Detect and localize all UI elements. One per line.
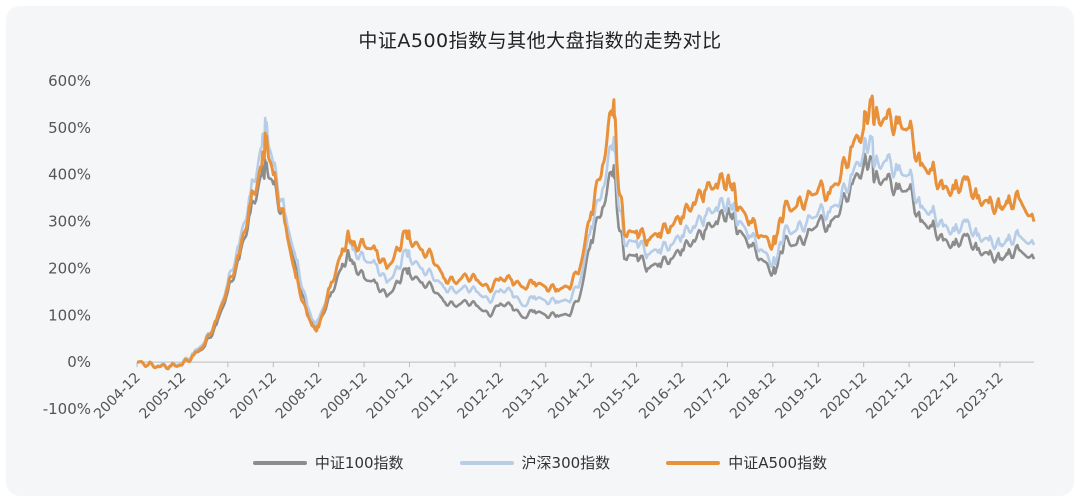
- x-tick-label: 2009-12: [318, 370, 371, 423]
- x-tick-label: 2023-12: [954, 370, 1007, 423]
- legend-item-csia500: 中证A500指数: [666, 452, 827, 473]
- x-tick-label: 2020-12: [818, 370, 871, 423]
- legend-label-csi100: 中证100指数: [314, 454, 404, 472]
- x-tick-label: 2017-12: [682, 370, 735, 423]
- x-tick-label: 2018-12: [727, 370, 780, 423]
- series-line-csia500: [136, 94, 1036, 371]
- y-tick-label: -100%: [43, 400, 91, 418]
- x-tick-label: 2015-12: [591, 370, 644, 423]
- series-line-csi300: [137, 116, 1036, 370]
- x-tick-label: 2004-12: [91, 370, 144, 423]
- legend-item-csi300: 沪深300指数: [459, 452, 611, 473]
- x-tick-label: 2014-12: [545, 370, 598, 423]
- y-tick-label: 300%: [48, 213, 91, 231]
- x-tick-label: 2016-12: [636, 370, 689, 423]
- y-tick-label: 400%: [48, 166, 91, 184]
- x-tick-label: 2013-12: [500, 370, 553, 423]
- x-tick-label: 2008-12: [273, 370, 326, 423]
- y-tick-label: 0%: [67, 353, 91, 371]
- legend-swatch-csia500: [666, 460, 721, 465]
- x-tick-label: 2011-12: [409, 370, 462, 423]
- legend-item-csi100: 中证100指数: [252, 452, 404, 473]
- x-tick-label: 2022-12: [909, 370, 962, 423]
- x-tick-label: 2006-12: [182, 370, 235, 423]
- legend-label-csia500: 中证A500指数: [728, 454, 828, 472]
- chart-panel: [6, 6, 1074, 496]
- y-tick-label: 200%: [48, 259, 91, 277]
- chart-legend: 中证100指数 沪深300指数 中证A500指数: [0, 452, 1080, 473]
- x-tick-label: 2005-12: [137, 370, 190, 423]
- x-tick-label: 2007-12: [227, 370, 280, 423]
- chart-title: 中证A500指数与其他大盘指数的走势对比: [342, 26, 738, 55]
- x-tick-label: 2012-12: [454, 370, 507, 423]
- x-tick-label: 2019-12: [772, 370, 825, 423]
- y-tick-label: 600%: [48, 72, 91, 90]
- legend-swatch-csi300: [459, 460, 514, 465]
- y-tick-label: 100%: [48, 306, 91, 324]
- x-tick-label: 2010-12: [364, 370, 417, 423]
- y-tick-label: 500%: [48, 119, 91, 137]
- legend-label-csi300: 沪深300指数: [521, 454, 611, 472]
- x-tick-label: 2021-12: [863, 370, 916, 423]
- legend-swatch-csi100: [252, 460, 307, 465]
